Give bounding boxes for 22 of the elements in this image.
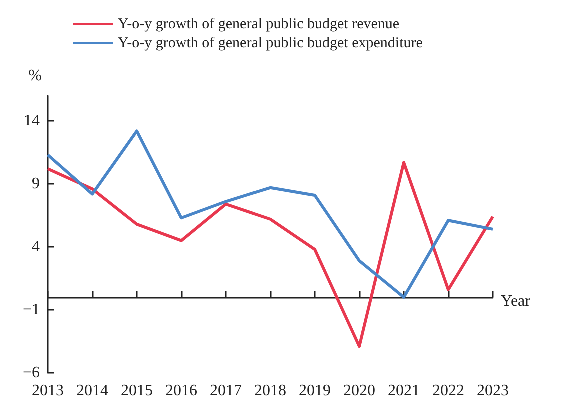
legend-label: Y-o-y growth of general public budget revenue: [118, 16, 400, 32]
y-tick-label: 9: [32, 176, 40, 193]
y-tick-label: 14: [24, 112, 40, 130]
y-axis-title: %: [28, 68, 42, 84]
x-tick-label: 2021: [388, 382, 420, 400]
x-tick-label: 2017: [210, 382, 242, 400]
x-tick-label: 2023: [477, 382, 509, 400]
x-tick-label: 2016: [166, 382, 198, 400]
y-tick-label: 4: [32, 238, 40, 256]
legend-label: Y-o-y growth of general public budget expenditure: [118, 36, 424, 52]
line-series: [46, 161, 494, 348]
x-tick-label: 2019: [299, 382, 331, 400]
x-tick-label: 2020: [344, 382, 376, 400]
x-tick-label: 2015: [121, 382, 153, 400]
x-tick-label: 2013: [32, 382, 64, 400]
y-tick-label: −6: [22, 364, 40, 382]
y-tick-label: −1: [22, 302, 40, 319]
line-series: [46, 130, 494, 299]
x-axis-title: Year: [501, 292, 532, 310]
x-tick-label: 2018: [254, 382, 286, 400]
x-tick-label: 2022: [432, 382, 464, 400]
x-tick-label: 2014: [76, 382, 108, 400]
